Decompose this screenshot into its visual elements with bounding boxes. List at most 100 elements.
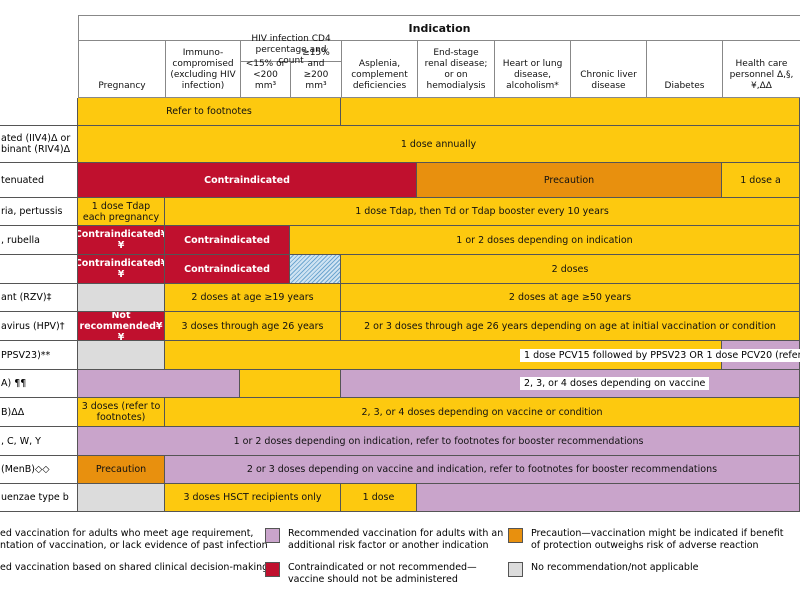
legend-swatch	[265, 528, 280, 543]
cell-text: Contraindicated	[204, 174, 290, 186]
column-label: End-stage renal disease; or on hemodialy…	[424, 48, 488, 91]
cell-note: 2, 3, or 4 doses depending on vaccine	[520, 377, 710, 390]
cell-text: 2 doses at age ≥50 years	[508, 292, 632, 303]
row-label-line: binant (RIV4)Δ	[1, 144, 71, 155]
schedule-cell: Precaution	[78, 456, 165, 484]
schedule-cell	[341, 370, 800, 398]
column-header: Health care personnel Δ,§,¥,ΔΔ	[722, 40, 800, 98]
cell-text: 1 or 2 doses depending on indication, re…	[233, 435, 644, 447]
row-label: (MenB)◇◇	[0, 456, 78, 484]
cell-text: Contraindicated¥¥	[78, 229, 165, 251]
row-label-line: ant (RZV)‡	[1, 292, 52, 303]
legend-line: additional risk factor or another indica…	[288, 540, 489, 551]
cell-text: 1 dose a	[740, 174, 781, 186]
legend-line: Contraindicated or not recommended—	[288, 562, 477, 573]
column-header: Diabetes	[646, 40, 722, 98]
cell-text: 1 or 2 doses depending on indication	[456, 234, 633, 246]
schedule-cell: 2 doses at age ≥50 years	[341, 284, 800, 312]
column-label: Chronic liver disease	[580, 70, 637, 91]
cell-text: 3 doses through age 26 years	[181, 320, 324, 332]
column-label: Pregnancy	[98, 81, 146, 91]
column-header: Chronic liver disease	[570, 40, 646, 98]
schedule-cell: 1 dose Tdap, then Td or Tdap booster eve…	[165, 198, 800, 226]
row-label-line: avirus (HPV)†	[1, 320, 65, 332]
schedule-cell: 2 or 3 doses depending on vaccine and in…	[165, 456, 800, 484]
schedule-cell	[240, 370, 341, 398]
column-label: Heart or lung disease, alcoholism*	[502, 59, 563, 91]
column-header: End-stage renal disease; or on hemodialy…	[417, 40, 494, 98]
schedule-cell: 1 dose a	[722, 163, 800, 198]
cell-text: 1 dose Tdap each pregnancy	[82, 200, 160, 223]
legend-line: ed vaccination for adults who meet age r…	[0, 528, 254, 539]
row-label-line: PPSV23)**	[1, 349, 51, 361]
cell-text: 1 dose Tdap, then Td or Tdap booster eve…	[355, 206, 609, 217]
hiv-group-header: HIV infection CD4 percentage and count	[240, 34, 341, 66]
legend-line: No recommendation/not applicable	[531, 562, 699, 573]
row-label-line: , C, W, Y	[1, 435, 41, 447]
schedule-cell	[78, 370, 240, 398]
row-label-line: tenuated	[1, 174, 45, 186]
legend-text: ed vaccination for adults who meet age r…	[0, 528, 268, 552]
legend-line: of protection outweighs risk of adverse …	[531, 540, 759, 551]
cell-text: Precaution	[95, 464, 147, 475]
legend-swatch	[508, 528, 523, 543]
indication-header: Indication	[78, 15, 800, 41]
row-label-line: B)ΔΔ	[1, 406, 25, 418]
cell-text: 2, 3, or 4 doses depending on vaccine or…	[361, 406, 603, 418]
legend-text: Recommended vaccination for adults with …	[288, 528, 503, 552]
legend-swatch	[508, 562, 523, 577]
cell-text: 2 or 3 doses through age 26 years depend…	[364, 320, 776, 332]
schedule-cell: 1 dose Tdap each pregnancy	[78, 198, 165, 226]
note-text: 2, 3, or 4 doses depending on vaccine	[524, 378, 706, 389]
schedule-cell: 1 or 2 doses depending on indication	[290, 226, 800, 255]
row-label: ated (IIV4)Δ or binant (RIV4)Δ	[0, 126, 78, 163]
row-label: A) ¶¶	[0, 370, 78, 398]
legend-swatch	[265, 562, 280, 577]
column-header: ≥15% and ≥200 mm³	[290, 48, 341, 98]
legend-line: vaccine should not be administered	[288, 574, 458, 585]
row-label-line: (MenB)◇◇	[1, 464, 50, 475]
column-label: Health care personnel Δ,§,¥,ΔΔ	[729, 59, 794, 91]
schedule-cell: Contraindicated	[165, 226, 290, 255]
row-label-line: ated (IIV4)Δ or	[1, 133, 71, 144]
cell-note: 1 dose PCV15 followed by PPSV23 OR 1 dos…	[520, 348, 800, 362]
row-label: avirus (HPV)†	[0, 312, 78, 341]
column-header: <15% or <200 mm³	[240, 59, 290, 98]
cell-text: 3 doses (refer to footnotes)	[81, 401, 161, 423]
legend-line: ntation of vaccination, or lack evidence…	[0, 540, 268, 551]
row-label-line: uenzae type b	[1, 492, 69, 503]
cell-text: Contraindicated	[184, 234, 270, 246]
schedule-cell: Contraindicated	[78, 163, 417, 198]
schedule-cell	[290, 255, 341, 284]
schedule-cell: Not recommended¥¥	[78, 312, 165, 341]
cell-text: Not recommended¥¥	[79, 312, 163, 341]
row-label: uenzae type b	[0, 484, 78, 512]
cell-text: 2 doses	[551, 263, 589, 275]
cell-text: Refer to footnotes	[166, 106, 252, 117]
schedule-cell	[417, 484, 800, 512]
column-header: Heart or lung disease, alcoholism*	[494, 40, 570, 98]
row-label: ant (RZV)‡	[0, 284, 78, 312]
note-text: 1 dose PCV15 followed by PPSV23 OR 1 dos…	[524, 349, 800, 361]
row-label-line: A) ¶¶	[1, 378, 27, 389]
schedule-cell: 3 doses (refer to footnotes)	[78, 398, 165, 427]
legend-text: ed vaccination based on shared clinical …	[0, 562, 268, 574]
legend-text: No recommendation/not applicable	[531, 562, 698, 574]
row-label: , rubella	[0, 226, 78, 255]
column-label: ≥15% and ≥200 mm³	[302, 48, 330, 91]
cell-text: Precaution	[543, 174, 595, 186]
cell-text: 1 dose	[362, 492, 395, 503]
column-label: Asplenia, complement deficiencies	[351, 59, 408, 91]
legend-line: Recommended vaccination for adults with …	[288, 528, 504, 539]
schedule-cell	[78, 284, 165, 312]
row-label-line: ria, pertussis	[1, 206, 63, 217]
schedule-cell: Contraindicated¥¥	[78, 255, 165, 284]
legend-text: Contraindicated or not recommended— vacci…	[288, 562, 477, 586]
schedule-cell: 1 dose	[341, 484, 417, 512]
schedule-cell: Contraindicated¥¥	[78, 226, 165, 255]
column-label: Diabetes	[664, 81, 705, 91]
legend-line: ed vaccination based on shared clinical …	[0, 562, 269, 573]
cell-text: Contraindicated	[184, 263, 270, 275]
schedule-cell: 2 doses	[341, 255, 800, 284]
column-header: Immuno-compromised (excluding HIV infect…	[165, 40, 240, 98]
